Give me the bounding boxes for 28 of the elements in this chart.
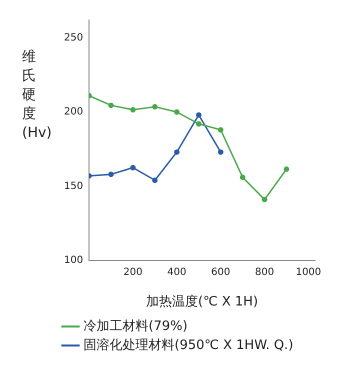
point xyxy=(284,166,290,172)
y-tick-label: 200 xyxy=(64,106,84,118)
y-axis-title: 维氏硬度(Hv) xyxy=(22,48,52,143)
x-tick-label: 600 xyxy=(211,266,230,278)
point xyxy=(218,127,224,133)
x-tick-label: 400 xyxy=(167,266,186,278)
point xyxy=(240,174,246,180)
point xyxy=(174,109,180,115)
point xyxy=(108,172,114,178)
x-tick-label: 1000 xyxy=(296,266,322,278)
point xyxy=(196,112,202,118)
point xyxy=(108,102,114,108)
point xyxy=(196,121,202,127)
legend-label: 固溶化处理材料(950℃ X 1HW. Q.) xyxy=(84,336,294,353)
point xyxy=(152,104,158,110)
point xyxy=(130,107,136,113)
y-tick-label: 150 xyxy=(64,180,84,192)
x-tick-label: 200 xyxy=(123,266,142,278)
point xyxy=(130,164,136,170)
legend-label: 冷加工材料(79%) xyxy=(84,318,188,334)
point xyxy=(262,196,268,202)
y-tick-label: 250 xyxy=(64,32,84,44)
point xyxy=(218,149,224,155)
point xyxy=(152,178,158,184)
point xyxy=(174,149,180,155)
x-tick-label: 800 xyxy=(255,266,274,278)
y-tick-label: 100 xyxy=(64,254,84,266)
x-axis-title: 加热温度(℃ X 1H) xyxy=(146,294,258,310)
